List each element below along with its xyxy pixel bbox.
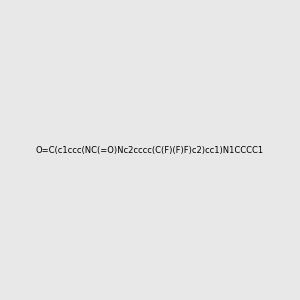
Text: O=C(c1ccc(NC(=O)Nc2cccc(C(F)(F)F)c2)cc1)N1CCCC1: O=C(c1ccc(NC(=O)Nc2cccc(C(F)(F)F)c2)cc1)… — [36, 146, 264, 154]
